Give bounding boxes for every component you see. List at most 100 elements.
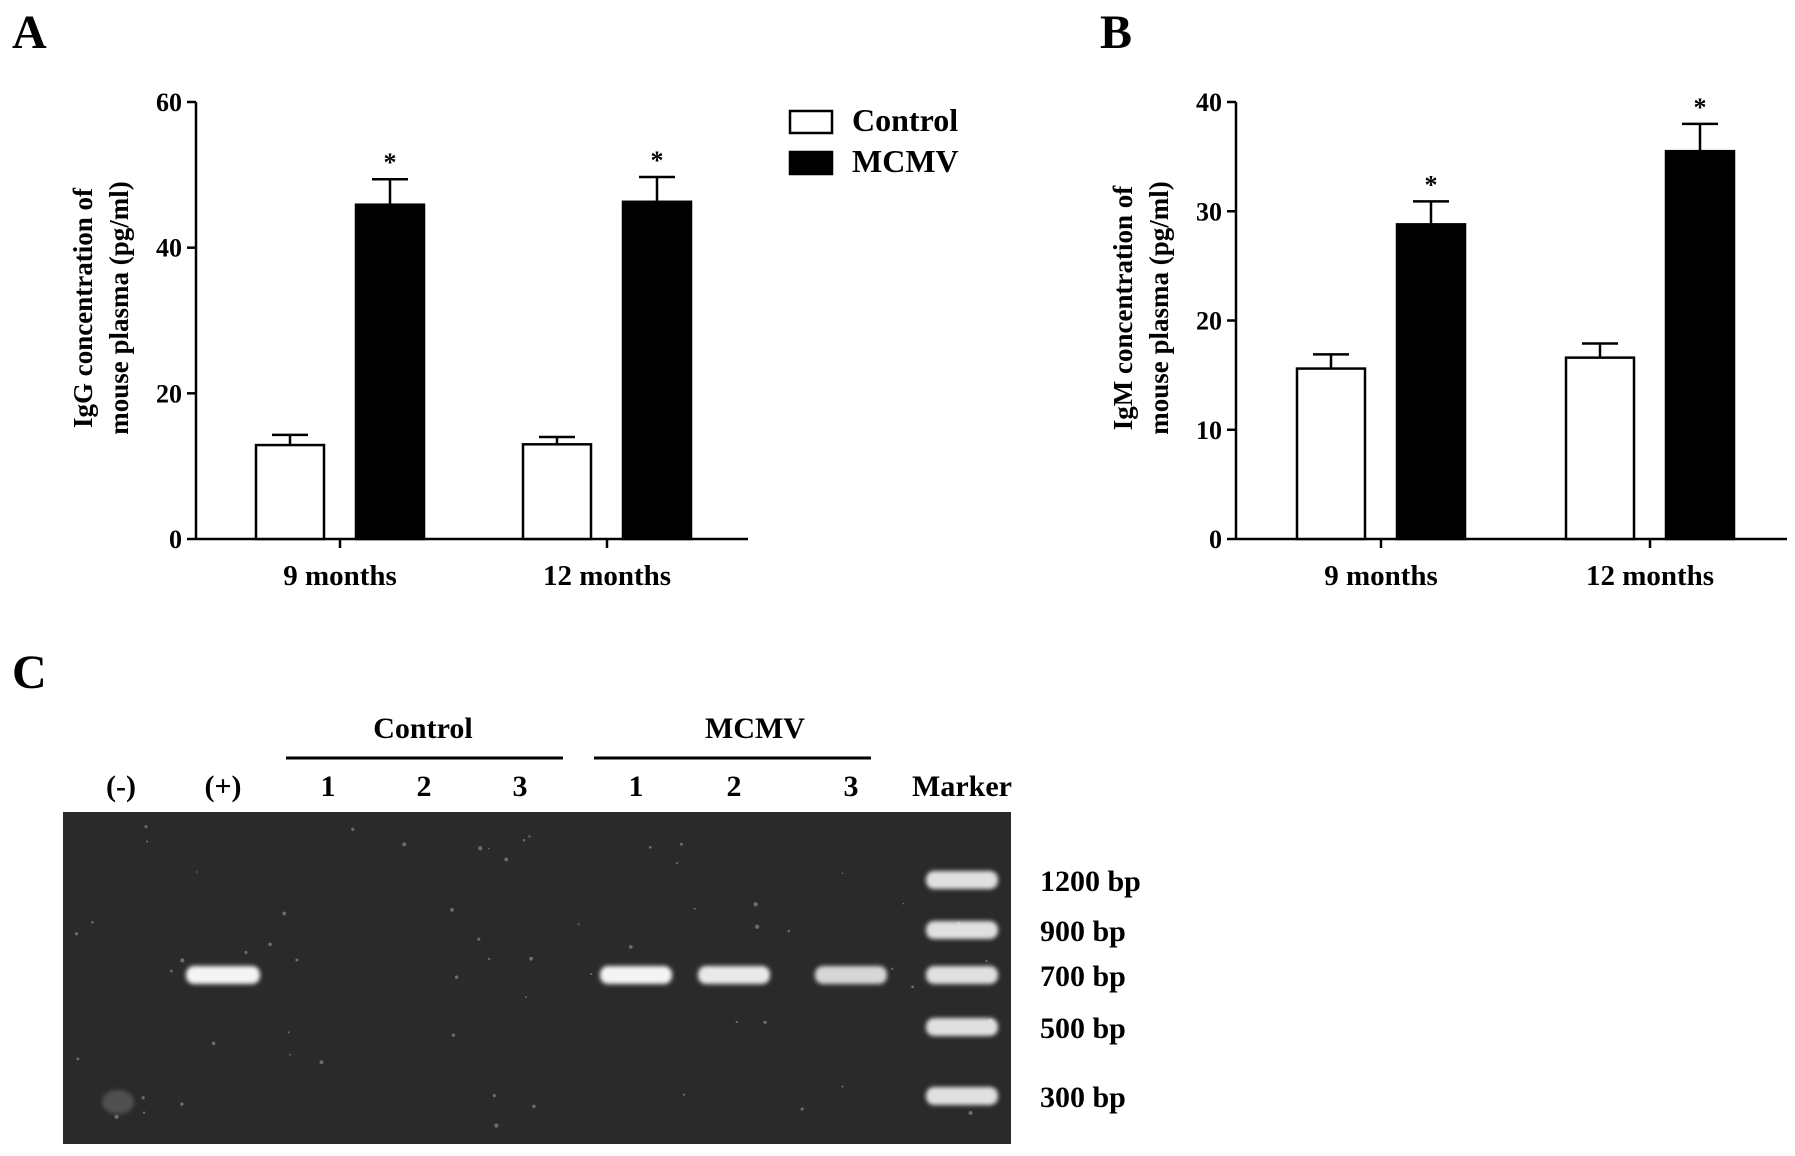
gel-sample-band <box>698 966 770 984</box>
chart-a-ylabel-line2: mouse plasma (pg/ml) <box>104 181 134 435</box>
gel-speckle <box>648 845 652 849</box>
gel-speckle <box>682 1093 686 1096</box>
chart-b-significance-star: * <box>1425 170 1438 199</box>
gel-speckle <box>289 1053 292 1056</box>
gel-sample-band <box>815 966 887 984</box>
chart-b-bar-mcmv <box>1395 223 1467 541</box>
chart-b-category-label: 12 months <box>1586 560 1714 592</box>
gel-lane-label: 3 <box>844 770 859 803</box>
gel-speckle <box>76 1057 80 1061</box>
chart-b-bars: ** <box>1295 93 1736 541</box>
gel-speckle <box>753 902 758 907</box>
chart-a-axes: 0 20 40 60 9 months 12 months <box>156 88 748 592</box>
gel-speckle <box>841 1085 844 1088</box>
chart-b-category-label: 9 months <box>1324 560 1438 592</box>
chart-b-ytick-label: 40 <box>1196 88 1222 117</box>
gel-speckle <box>268 942 272 947</box>
gel-marker-label: 1200 bp <box>1040 865 1141 898</box>
chart-a-category-label: 12 months <box>543 560 671 592</box>
chart-a-ytick-label: 40 <box>156 234 182 263</box>
gel-speckle <box>911 985 915 989</box>
gel-smudge <box>102 1090 134 1114</box>
chart-a-igg: 0 20 40 60 9 months 12 months * * IgG concentr… <box>68 88 748 592</box>
legend-swatch-mcmv <box>788 150 834 176</box>
chart-a-ytick-label: 60 <box>156 88 182 117</box>
gel-lane-label: 2 <box>417 770 432 803</box>
gel-speckles <box>74 825 993 1128</box>
gel-marker-band <box>926 1087 998 1105</box>
gel-speckle <box>180 958 185 963</box>
chart-a-significance-star: * <box>651 146 664 175</box>
gel-speckle <box>693 907 696 910</box>
chart-a-bar-control <box>254 443 326 541</box>
gel-speckle <box>146 840 149 843</box>
gel-speckle <box>450 907 454 912</box>
chart-a-bars: * * <box>254 146 693 541</box>
chart-a-ytick-label: 20 <box>156 379 182 408</box>
gel-speckle <box>91 920 94 924</box>
chart-b-ylabel-line2: mouse plasma (pg/ml) <box>1144 181 1174 435</box>
gel-speckle <box>529 956 534 961</box>
chart-a-ytick-label: 0 <box>169 525 182 554</box>
gel-speckle <box>522 838 526 842</box>
gel-speckle <box>528 835 531 838</box>
chart-b-significance-star: * <box>1694 93 1707 122</box>
gel-speckle <box>488 957 491 960</box>
gel-speckle <box>451 1033 456 1037</box>
gel-marker-band <box>926 966 998 984</box>
gel-lane-label: (+) <box>204 770 241 803</box>
gel-speckle <box>211 1041 216 1046</box>
gel-speckle <box>676 861 679 865</box>
gel-speckle <box>985 959 988 962</box>
gel-group-label-mcmv: MCMV <box>705 712 805 745</box>
gel-lane-label: Marker <box>912 770 1012 803</box>
gel-speckle <box>142 1111 146 1114</box>
chart-b-ylabel-line1: IgM concentration of <box>1108 185 1138 430</box>
chart-b-ytick-label: 30 <box>1196 197 1222 226</box>
gel-speckle <box>492 1094 496 1098</box>
gel-bands <box>186 871 998 1105</box>
chart-a-ylabel-line1: IgG concentration of <box>68 187 98 428</box>
gel-marker-band <box>926 871 998 889</box>
gel-speckle <box>74 932 79 936</box>
gel-lane-label: 2 <box>727 770 742 803</box>
chart-a-bar-control <box>521 443 593 541</box>
gel-marker-band <box>926 921 998 939</box>
gel-speckle <box>319 1060 324 1065</box>
panel-label-c: C <box>12 646 47 699</box>
gel-lane-label: 3 <box>513 770 528 803</box>
gel-speckle <box>170 969 173 973</box>
legend-swatch-control <box>788 109 834 135</box>
gel-speckle <box>244 950 248 955</box>
chart-b-ytick-label: 0 <box>1209 525 1222 554</box>
chart-a-category-label: 9 months <box>283 560 397 592</box>
chart-b-bar-control <box>1295 367 1367 541</box>
gel-marker-band <box>926 1018 998 1036</box>
legend-label-control: Control <box>852 102 958 138</box>
chart-a-bar-mcmv <box>621 200 693 541</box>
gel-speckle <box>968 1110 973 1115</box>
gel-marker-label: 700 bp <box>1040 960 1126 993</box>
gel-speckle <box>114 1114 119 1119</box>
chart-a-bar-mcmv <box>354 203 426 541</box>
gel-marker-label: 500 bp <box>1040 1012 1126 1045</box>
gel-speckle <box>504 857 509 862</box>
chart-b-bar-mcmv <box>1664 149 1736 541</box>
gel-speckle <box>477 937 481 941</box>
gel-lane-label: 1 <box>321 770 336 803</box>
gel-speckle <box>902 902 905 905</box>
gel-lane-label: (-) <box>106 770 136 803</box>
gel-speckle <box>196 871 198 873</box>
gel-panel: Control MCMV (-) (+) 1 2 3 1 2 3 Marker 1200 bp 9… <box>63 712 1141 1144</box>
gel-speckle <box>282 911 287 916</box>
gel-marker-labels: 1200 bp 900 bp 700 bp 500 bp 300 bp <box>1040 865 1141 1114</box>
gel-speckle <box>787 929 791 933</box>
panel-label-a: A <box>12 6 47 59</box>
gel-speckle <box>800 1107 804 1111</box>
gel-speckle <box>525 996 528 999</box>
gel-speckle <box>478 846 483 851</box>
gel-speckle <box>679 842 683 846</box>
gel-speckle <box>454 975 459 980</box>
gel-speckle <box>287 1031 290 1034</box>
